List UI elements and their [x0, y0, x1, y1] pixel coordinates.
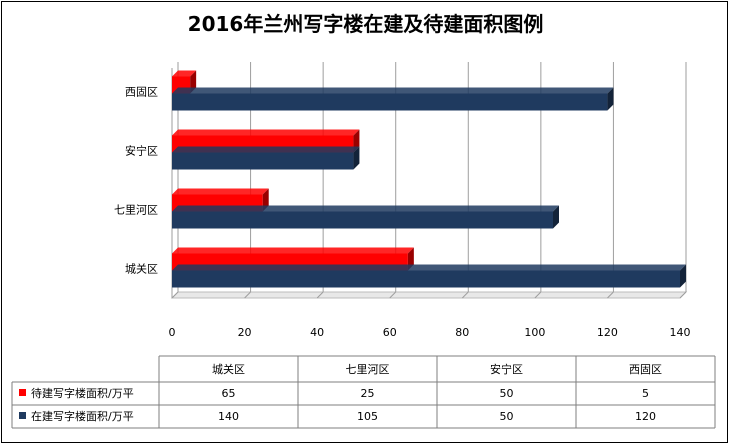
gridline-floor [171, 291, 179, 299]
bar [172, 93, 608, 111]
bar-top [172, 264, 686, 271]
table-header-cell: 西固区 [629, 363, 662, 376]
y-tick-label: 安宁区 [125, 144, 158, 158]
legend-swatch [19, 389, 26, 396]
x-tick-label: 100 [524, 326, 545, 339]
gridline-floor [607, 291, 614, 299]
table-header-cell: 七里河区 [346, 363, 390, 376]
table-value-cell: 25 [361, 387, 375, 400]
bar-top [172, 146, 360, 153]
bar-top [172, 247, 414, 254]
legend-label: 待建写字楼面积/万平 [31, 386, 134, 400]
bar-side [607, 87, 614, 111]
gridline-floor [316, 291, 324, 299]
x-tick-label: 20 [238, 326, 252, 339]
table-value-cell: 105 [357, 410, 378, 423]
bar-side [553, 205, 559, 229]
y-tick-label: 城关区 [125, 262, 158, 276]
x-tick-label: 40 [310, 326, 324, 339]
bar [172, 211, 553, 229]
bar-side [680, 264, 686, 288]
gridline-floor [461, 291, 469, 299]
table-value-cell: 120 [635, 410, 656, 423]
gridline-floor [679, 291, 687, 299]
bar-side [353, 146, 360, 170]
table-header-cell: 城关区 [212, 362, 245, 376]
x-tick-label: 140 [670, 326, 691, 339]
legend-swatch [19, 412, 26, 419]
bar-top [172, 188, 269, 195]
bar-top [172, 70, 197, 77]
x-tick-label: 60 [383, 326, 397, 339]
gridline-floor [244, 291, 251, 299]
chart-title: 2016年兰州写字楼在建及待建面积图例 [187, 12, 544, 36]
bar-top [172, 129, 360, 136]
bar [172, 270, 680, 288]
table-value-cell: 5 [642, 387, 649, 400]
table-value-cell: 140 [218, 410, 239, 423]
gridline-floor [389, 291, 397, 299]
x-tick-label: 80 [455, 326, 469, 339]
table-value-cell: 50 [500, 387, 514, 400]
legend-label: 在建写字楼面积/万平 [31, 409, 134, 423]
table-header-cell: 安宁区 [490, 362, 523, 376]
bar-top [172, 87, 614, 94]
bar [172, 152, 354, 170]
x-tick-label: 120 [597, 326, 618, 339]
y-tick-label: 七里河区 [114, 204, 158, 217]
gridline-floor [534, 291, 542, 299]
table-value-cell: 50 [500, 410, 514, 423]
table-value-cell: 65 [222, 387, 236, 400]
x-tick-label: 0 [169, 326, 176, 339]
y-tick-label: 西固区 [125, 86, 158, 99]
bar-top [172, 205, 559, 212]
